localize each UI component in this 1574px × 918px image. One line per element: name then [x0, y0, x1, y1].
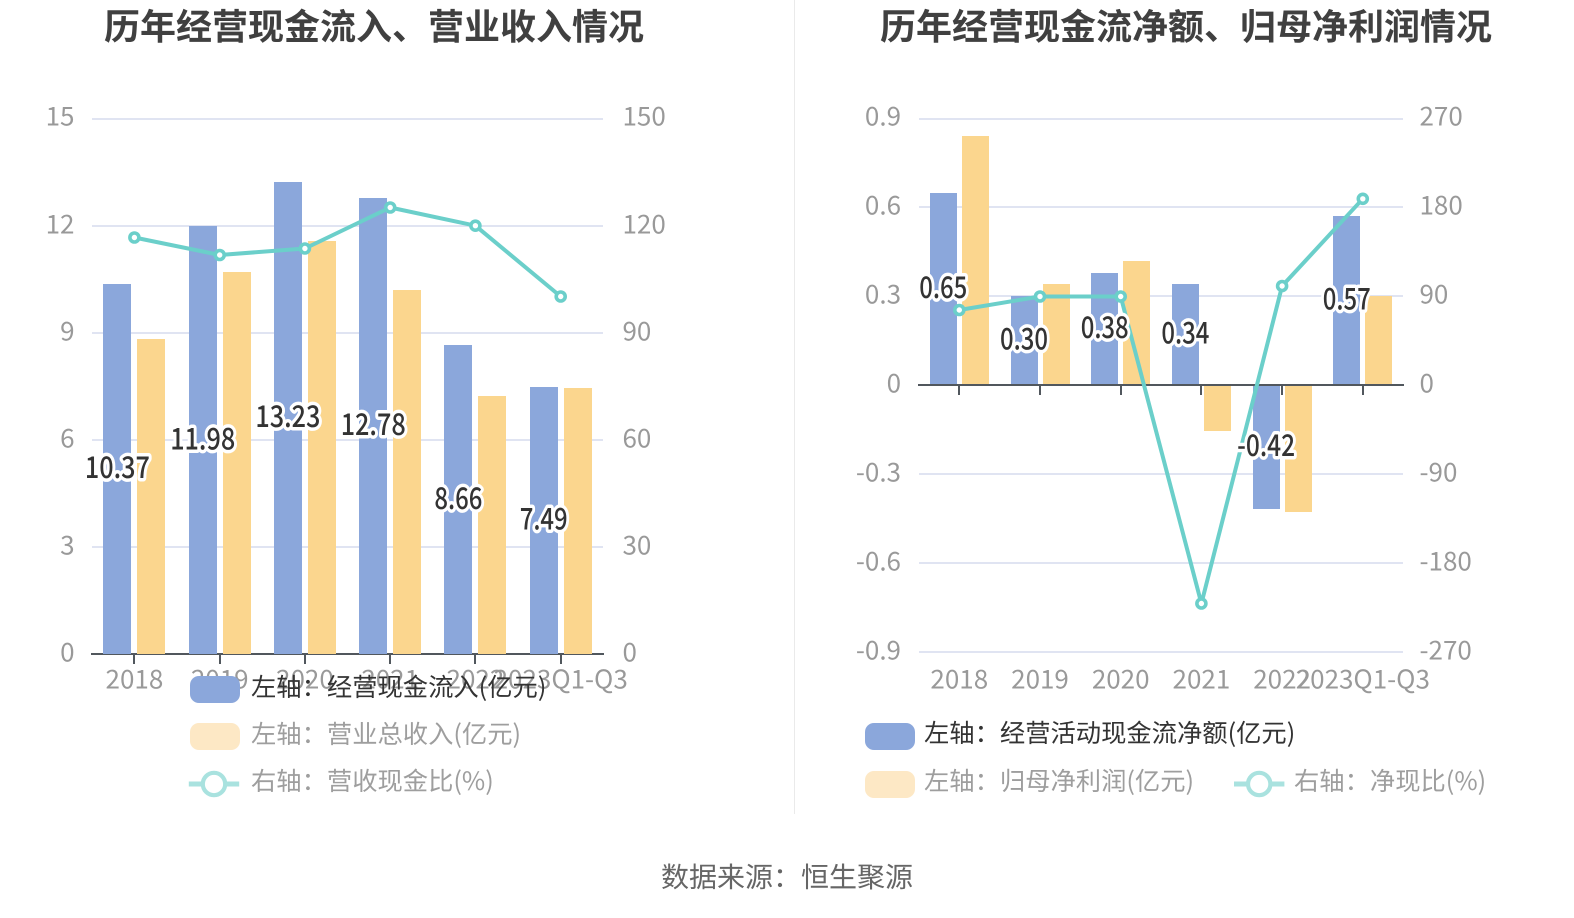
- svg-text:12.78: 12.78: [341, 400, 406, 444]
- svg-text:8.66: 8.66: [434, 474, 482, 518]
- svg-text:0.30: 0.30: [1000, 315, 1048, 359]
- svg-text:7.49: 7.49: [520, 495, 568, 539]
- svg-text:13.23: 13.23: [255, 392, 320, 436]
- svg-text:0.57: 0.57: [1323, 275, 1371, 319]
- svg-text:10.37: 10.37: [85, 443, 150, 487]
- svg-text:0.38: 0.38: [1081, 303, 1129, 347]
- svg-text:0.65: 0.65: [919, 263, 967, 307]
- svg-text:-0.42: -0.42: [1237, 421, 1295, 465]
- svg-text:0.34: 0.34: [1161, 309, 1209, 353]
- svg-text:11.98: 11.98: [170, 415, 235, 459]
